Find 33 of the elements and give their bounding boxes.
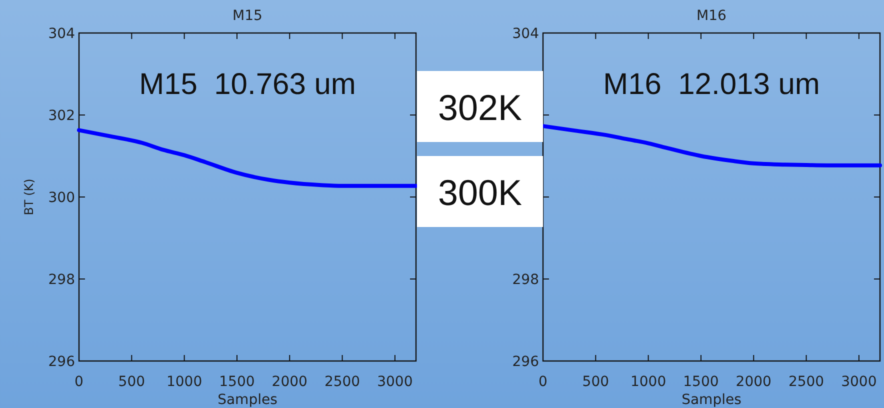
x-tick-label: 3000 [377, 374, 413, 390]
x-tick-label: 1500 [683, 374, 719, 390]
x-tick-label: 2000 [272, 374, 308, 390]
y-tick-label: 302 [48, 108, 75, 124]
x-tick-label: 1500 [219, 374, 255, 390]
line-series [77, 128, 418, 188]
y-tick-label: 304 [512, 26, 540, 42]
x-tick-label: 2500 [788, 374, 824, 390]
y-tick-label: 300 [48, 190, 75, 206]
text: 302K [438, 87, 522, 128]
chart-title: M15 [232, 8, 262, 24]
chart-title: M16 [696, 8, 727, 24]
y-tick-label: 296 [48, 354, 76, 370]
x-tick-label: 2500 [324, 374, 360, 390]
y-tick-label: 298 [512, 272, 539, 288]
y-tick-label: 304 [48, 26, 76, 42]
x-tick-label: 1000 [166, 374, 202, 390]
x-axis-title: Samples [218, 392, 278, 408]
annotation: M15 10.763 um [139, 68, 356, 101]
annotation: M16 12.013 um [603, 68, 820, 101]
x-tick-label: 500 [582, 374, 610, 390]
y-tick-label: 296 [512, 354, 540, 370]
x-tick-label: 3000 [841, 374, 877, 390]
x-tick-label: 0 [74, 374, 84, 390]
x-tick-label: 2000 [736, 374, 772, 390]
x-axis-title: Samples [682, 392, 742, 408]
x-tick-label: 1000 [630, 374, 666, 390]
line-series [541, 124, 882, 168]
x-tick-label: 500 [118, 374, 146, 390]
text: 300K [438, 172, 522, 213]
x-tick-label: 0 [538, 374, 548, 390]
y-tick-label: 298 [48, 272, 75, 288]
y-axis-title: BT (K) [22, 178, 36, 216]
